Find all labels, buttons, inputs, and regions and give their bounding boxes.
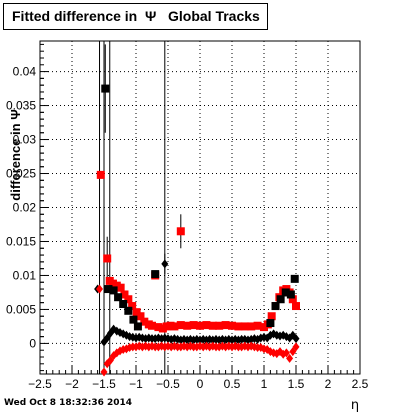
y-tick-label: 0.015 xyxy=(6,234,36,248)
y-tick-label: 0.005 xyxy=(6,302,36,316)
x-tick-label: −1 xyxy=(129,377,143,391)
data-point-square xyxy=(221,321,230,330)
data-point-square xyxy=(196,321,204,330)
data-point-diamond xyxy=(100,367,108,377)
data-point-square xyxy=(267,312,276,321)
x-tick-label: 0.5 xyxy=(224,377,241,391)
data-point-square xyxy=(202,321,211,330)
x-tick-labels: −2.5 −2 −1.5 −1 −0.5 0 0.5 1 1.5 2 2.5 xyxy=(28,377,369,391)
data-point-diamond xyxy=(282,348,290,358)
data-point-square xyxy=(215,321,224,330)
data-point-square xyxy=(271,302,280,311)
x-tick-label: 1 xyxy=(261,377,268,391)
data-point-square xyxy=(151,270,160,279)
data-point-square xyxy=(266,319,275,328)
y-tick-label: 0.025 xyxy=(6,167,36,181)
data-point-square xyxy=(286,290,295,299)
data-point-square xyxy=(292,302,300,311)
data-point-diamond xyxy=(161,259,169,269)
data-point-square xyxy=(170,322,179,331)
y-tick-labels: 0 0.005 0.01 0.015 0.02 0.025 0.03 0.035 0.04 xyxy=(6,65,36,351)
data-point-square xyxy=(132,308,141,317)
data-point-square xyxy=(116,283,125,292)
x-tick-label: −0.5 xyxy=(156,377,180,391)
data-point-square xyxy=(240,322,249,331)
data-point-square xyxy=(208,321,217,330)
data-point-square xyxy=(234,322,243,331)
data-point-square xyxy=(290,274,299,283)
y-tick-label: 0.03 xyxy=(13,133,37,147)
data-point-square xyxy=(119,300,128,309)
data-point-diamond xyxy=(286,353,294,363)
data-point-square xyxy=(253,321,262,330)
data-point-square xyxy=(136,312,145,321)
data-point-square xyxy=(281,288,290,297)
data-point-square xyxy=(124,295,133,304)
y-tick-label: 0.02 xyxy=(13,201,37,215)
data-point-square xyxy=(120,290,129,299)
y-tick-label: 0 xyxy=(29,336,36,350)
data-point-square xyxy=(276,295,285,304)
data-point-square xyxy=(114,293,123,302)
data-point-square xyxy=(183,321,192,330)
data-point-square xyxy=(128,302,137,311)
data-point-square xyxy=(104,285,113,294)
y-tick-label: 0.01 xyxy=(13,268,37,282)
data-point-square xyxy=(124,306,133,315)
x-tick-label: 2 xyxy=(325,377,332,391)
data-point-diamond xyxy=(292,342,300,352)
data-point-square xyxy=(96,170,105,179)
data-point-square xyxy=(176,227,185,236)
data-point-square xyxy=(148,321,156,330)
x-tick-label: −2 xyxy=(65,377,79,391)
data-marks xyxy=(94,84,300,377)
data-point-square xyxy=(133,322,142,331)
x-tick-label: −2.5 xyxy=(28,377,52,391)
vertical-lines xyxy=(99,41,166,374)
data-point-square xyxy=(140,317,149,326)
data-point-diamond xyxy=(96,284,104,294)
data-point-square xyxy=(176,321,185,330)
x-tick-label: 0 xyxy=(197,377,204,391)
x-axis-label: η xyxy=(351,398,359,413)
data-point-square xyxy=(288,295,297,304)
data-point-square xyxy=(154,323,163,332)
data-point-diamond xyxy=(292,334,300,344)
data-point-square xyxy=(189,321,198,330)
y-tick-label: 0.035 xyxy=(6,99,36,113)
chart-title: Fitted difference in Ψ Global Tracks xyxy=(3,3,268,30)
y-axis-label: difference in Ψ xyxy=(8,109,23,200)
x-tick-label: 1.5 xyxy=(288,377,305,391)
y-tick-label: 0.04 xyxy=(13,65,37,79)
data-point-square xyxy=(247,322,256,331)
data-point-square xyxy=(109,286,118,295)
x-tick-label: 2.5 xyxy=(352,377,369,391)
data-point-square xyxy=(101,84,110,93)
error-bars xyxy=(104,44,182,281)
x-tick-label: −1.5 xyxy=(92,377,116,391)
timestamp-footer: Wed Oct 8 18:32:36 2014 xyxy=(4,398,133,408)
data-point-square xyxy=(103,254,112,263)
data-point-square xyxy=(129,315,138,324)
data-point-square xyxy=(228,321,236,330)
